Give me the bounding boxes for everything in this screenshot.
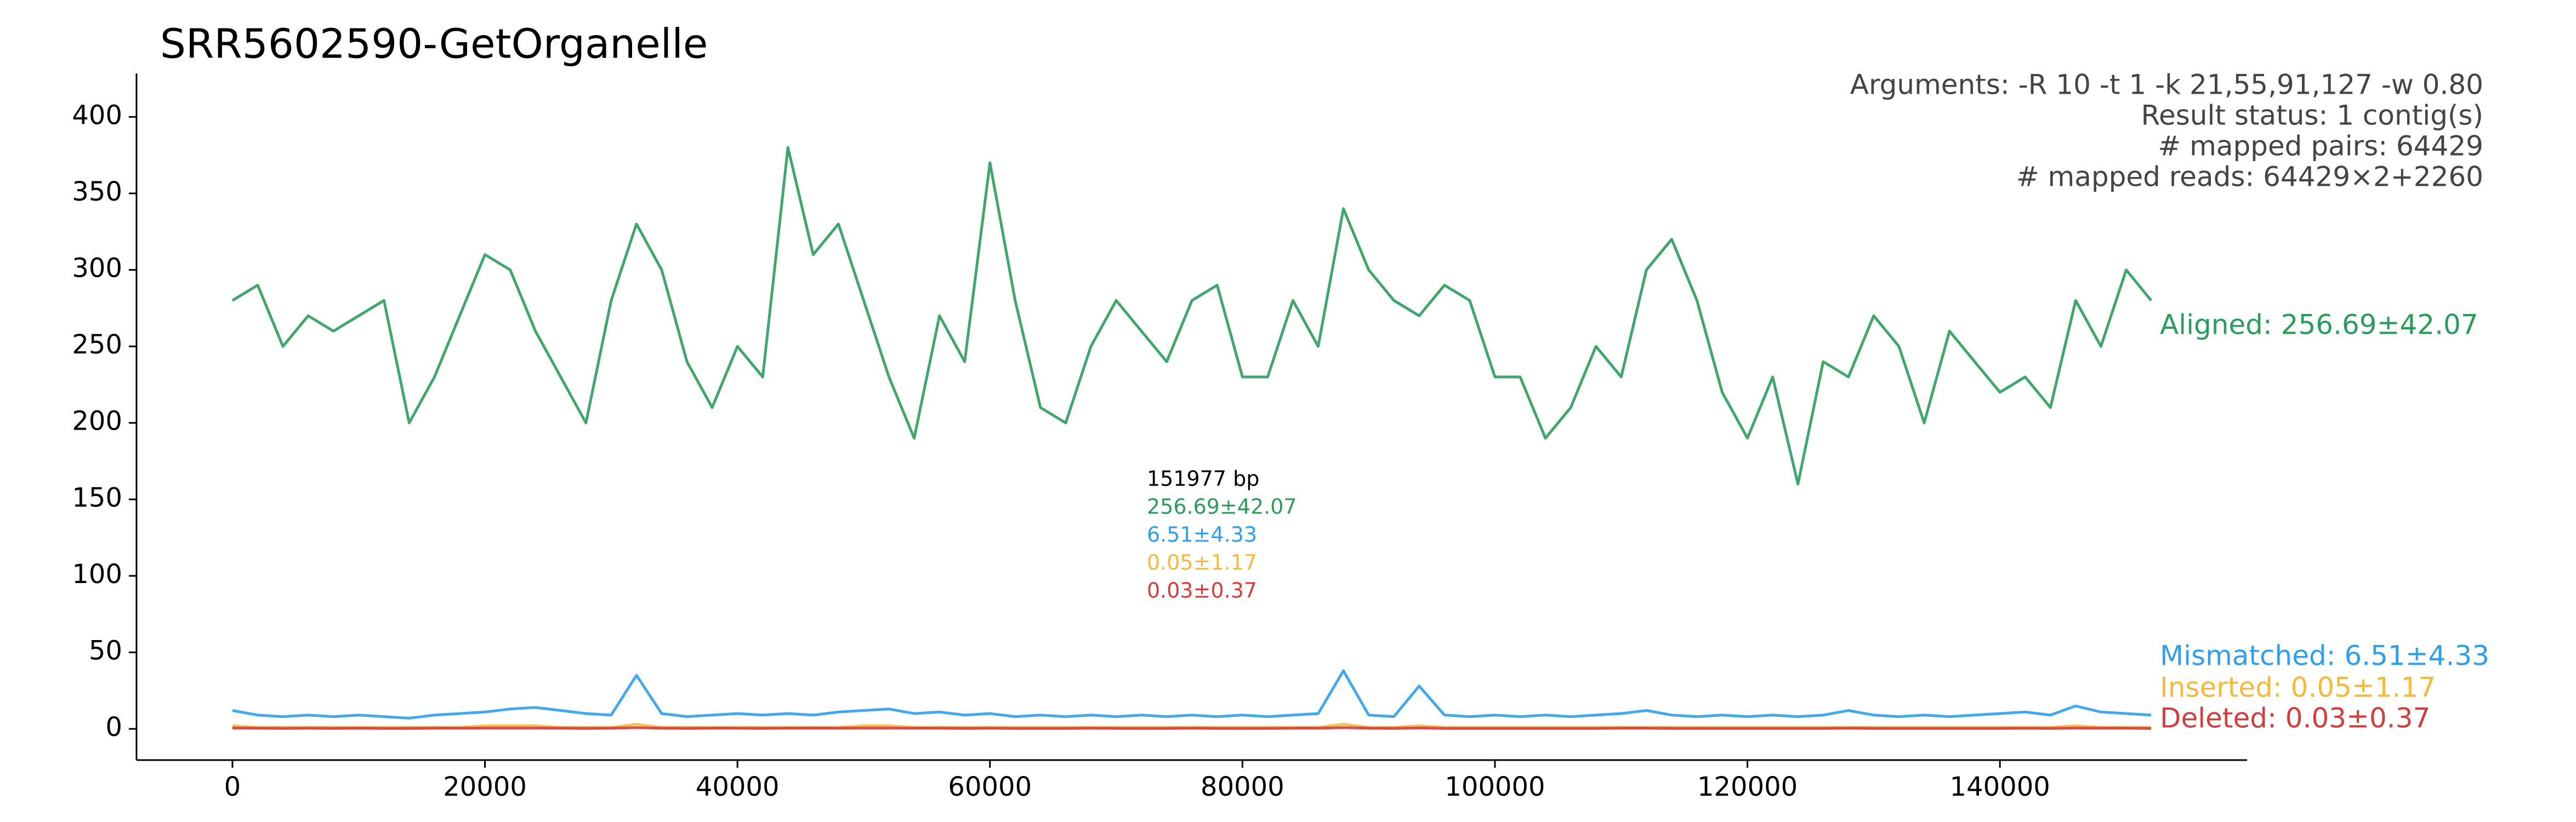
y-tick-label: 300: [72, 253, 122, 283]
chart-title: SRR5602590-GetOrganelle: [160, 21, 708, 68]
y-tick-label: 350: [72, 176, 122, 207]
x-tick-label: 100000: [1445, 772, 1545, 802]
series-line: [232, 669, 2152, 720]
series-label: Deleted: 0.03±0.37: [2160, 703, 2430, 734]
x-tick-label: 120000: [1697, 772, 1798, 802]
annotation: 6.51±4.33: [1147, 523, 1257, 547]
annotation: 256.69±42.07: [1147, 495, 1297, 519]
annotation: 0.03±0.37: [1147, 579, 1257, 603]
info-line: Result status: 1 contig(s): [2141, 100, 2483, 132]
x-tick-label: 0: [224, 772, 241, 802]
annotation: 151977 bp: [1147, 467, 1259, 491]
y-tick-label: 50: [89, 635, 122, 666]
series-label: Inserted: 0.05±1.17: [2160, 672, 2436, 704]
series-label: Aligned: 256.69±42.07: [2160, 309, 2478, 341]
info-line: # mapped reads: 64429×2+2260: [2016, 161, 2483, 193]
info-line: Arguments: -R 10 -t 1 -k 21,55,91,127 -w…: [1850, 69, 2483, 101]
series-line: [231, 146, 2152, 486]
series-label: Mismatched: 6.51±4.33: [2160, 640, 2489, 672]
x-tick-label: 80000: [1201, 772, 1284, 802]
y-tick-label: 0: [105, 712, 122, 743]
x-tick-label: 60000: [948, 772, 1032, 802]
x-tick-label: 140000: [1950, 772, 2050, 802]
y-tick-label: 250: [72, 329, 122, 360]
y-tick-label: 100: [72, 559, 122, 590]
y-tick-label: 200: [72, 406, 122, 437]
y-tick-label: 400: [72, 100, 122, 130]
x-tick-label: 20000: [443, 772, 527, 802]
x-tick-label: 40000: [696, 772, 780, 802]
info-line: # mapped pairs: 64429: [2158, 130, 2483, 162]
y-tick-label: 150: [72, 482, 122, 513]
annotation: 0.05±1.17: [1147, 551, 1257, 575]
